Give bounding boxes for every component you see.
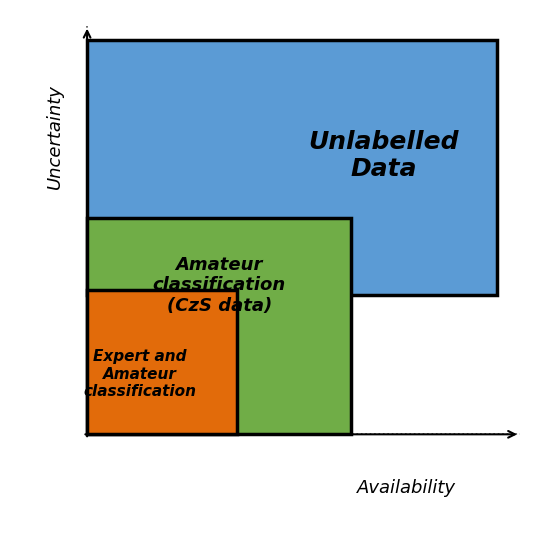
- Bar: [87, 218, 351, 434]
- Text: Expert and
Amateur
classification: Expert and Amateur classification: [83, 349, 196, 399]
- Text: Amateur
classification
(CzS data): Amateur classification (CzS data): [153, 255, 286, 315]
- Text: Uncertainty: Uncertainty: [46, 84, 64, 189]
- Bar: [87, 290, 237, 434]
- Bar: [87, 40, 497, 295]
- Text: Availability: Availability: [356, 479, 456, 497]
- Text: Unlabelled
Data: Unlabelled Data: [308, 130, 458, 181]
